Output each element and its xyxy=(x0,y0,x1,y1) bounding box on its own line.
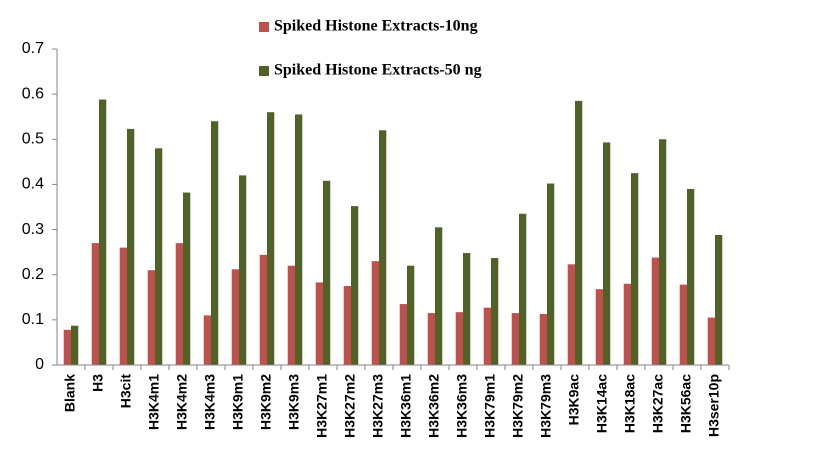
bar xyxy=(231,269,239,365)
bar xyxy=(379,130,387,365)
x-tick-label: H3ser10p xyxy=(706,374,722,437)
bar xyxy=(539,313,547,365)
bar xyxy=(679,284,687,365)
x-tick-label: H3K27m2 xyxy=(342,374,358,438)
bar xyxy=(259,254,267,365)
y-tick-label: 0.7 xyxy=(22,40,44,57)
bar xyxy=(399,304,407,365)
bar xyxy=(63,329,71,365)
bar xyxy=(491,258,499,365)
x-tick-label: H3K4m1 xyxy=(146,374,162,430)
x-tick-label: H3K36m1 xyxy=(398,374,414,438)
x-tick-label: H3K9m1 xyxy=(230,374,246,430)
legend-swatch xyxy=(259,22,269,32)
bar xyxy=(371,261,379,365)
x-tick-label: H3K27ac xyxy=(650,374,666,433)
x-tick-label: H3K27m3 xyxy=(370,374,386,438)
bar xyxy=(343,286,351,365)
x-tick-label: H3K14ac xyxy=(594,374,610,433)
bar xyxy=(435,227,443,365)
x-tick-label: H3K18ac xyxy=(622,374,638,433)
legend-label: Spiked Histone Extracts-10ng xyxy=(274,18,478,35)
x-tick-label: H3K4m2 xyxy=(174,374,190,430)
bar xyxy=(71,325,79,365)
x-tick-label: H3K9m2 xyxy=(258,374,274,430)
bar xyxy=(407,265,415,365)
bar xyxy=(595,289,603,365)
bar xyxy=(511,313,519,365)
x-tick-label: Blank xyxy=(62,374,78,412)
x-tick-label: H3K9m3 xyxy=(286,374,302,430)
bar xyxy=(91,243,99,365)
x-tick-label: H3K9ac xyxy=(566,374,582,426)
bar xyxy=(211,121,219,365)
bar xyxy=(575,100,583,366)
bar xyxy=(239,175,247,365)
bar xyxy=(687,188,695,365)
x-tick-label: H3K4m3 xyxy=(202,374,218,430)
x-tick-label: H3K56ac xyxy=(678,374,694,433)
x-tick-label: H3K79m3 xyxy=(538,374,554,438)
bar xyxy=(603,142,611,365)
bar xyxy=(183,192,191,365)
x-tick-label: H3cit xyxy=(118,374,134,409)
bar xyxy=(659,139,667,365)
bar xyxy=(119,247,127,365)
bar xyxy=(715,234,723,365)
bar xyxy=(155,148,163,365)
bar xyxy=(707,317,715,365)
x-tick-label: H3K27m1 xyxy=(314,374,330,438)
bar xyxy=(483,307,491,365)
x-tick-label: H3K36m3 xyxy=(454,374,470,438)
bar xyxy=(519,213,527,365)
bar xyxy=(631,173,639,365)
bar xyxy=(455,312,463,365)
legend-label: Spiked Histone Extracts-50 ng xyxy=(274,62,482,79)
bar xyxy=(203,315,211,365)
legend-swatch xyxy=(259,66,269,76)
bar xyxy=(295,114,303,365)
y-tick-label: 0.1 xyxy=(22,311,44,328)
bar xyxy=(323,180,331,365)
x-tick-label: H3K79m1 xyxy=(482,374,498,438)
y-tick-label: 0 xyxy=(35,356,44,373)
x-tick-label: H3 xyxy=(90,374,106,392)
y-tick-label: 0.3 xyxy=(22,221,44,238)
x-tick-label: H3K36m2 xyxy=(426,374,442,438)
bar xyxy=(547,183,555,365)
bar xyxy=(127,128,135,365)
y-tick-label: 0.6 xyxy=(22,85,44,102)
y-tick-label: 0.5 xyxy=(22,131,44,148)
bar xyxy=(287,265,295,365)
bar xyxy=(623,283,631,365)
bar xyxy=(315,282,323,365)
bar xyxy=(99,99,107,365)
y-tick-label: 0.2 xyxy=(22,266,44,283)
bar xyxy=(147,270,155,365)
x-tick-label: H3K79m2 xyxy=(510,374,526,438)
y-tick-label: 0.4 xyxy=(22,176,44,193)
bar xyxy=(351,206,359,365)
bar xyxy=(463,253,471,365)
bar xyxy=(267,112,275,365)
bar xyxy=(427,313,435,365)
bar xyxy=(175,243,183,365)
bar xyxy=(651,257,659,365)
bar xyxy=(567,264,575,365)
